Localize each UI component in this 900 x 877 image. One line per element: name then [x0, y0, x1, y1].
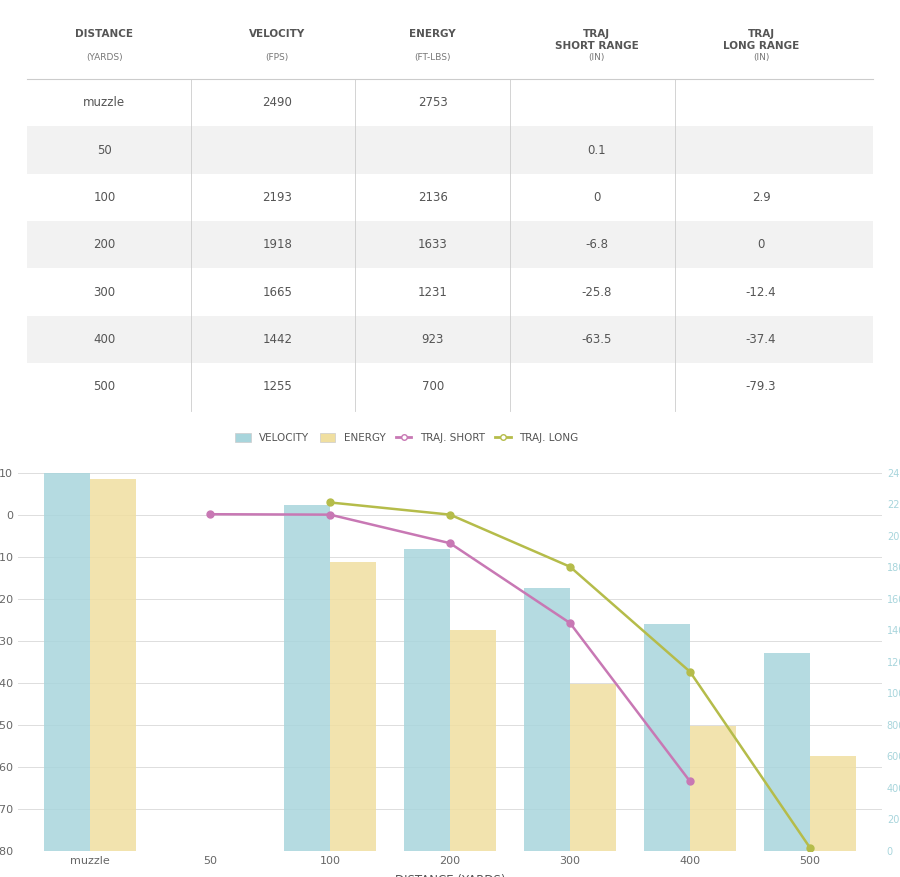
Text: 2753: 2753: [418, 96, 447, 110]
Text: 1231: 1231: [418, 286, 447, 299]
Text: 923: 923: [421, 333, 444, 346]
Text: -12.4: -12.4: [746, 286, 777, 299]
Text: -79.3: -79.3: [746, 381, 777, 394]
Text: 2136: 2136: [418, 191, 447, 204]
FancyBboxPatch shape: [27, 221, 873, 268]
Bar: [644, 624, 690, 851]
Text: 0.1: 0.1: [588, 144, 607, 157]
Text: (IN): (IN): [753, 53, 770, 62]
Text: (FPS): (FPS): [266, 53, 289, 62]
Text: 100: 100: [94, 191, 115, 204]
Text: TRAJ
LONG RANGE: TRAJ LONG RANGE: [723, 30, 799, 51]
Text: 0: 0: [593, 191, 600, 204]
Text: 1665: 1665: [262, 286, 292, 299]
Text: 2193: 2193: [262, 191, 292, 204]
Text: DISTANCE: DISTANCE: [76, 30, 133, 39]
Bar: [764, 653, 810, 851]
Text: 200: 200: [94, 239, 115, 252]
Text: 400: 400: [94, 333, 115, 346]
Bar: [810, 756, 856, 851]
Bar: [330, 562, 375, 851]
Text: 300: 300: [94, 286, 115, 299]
Text: (IN): (IN): [589, 53, 605, 62]
Text: 700: 700: [421, 381, 444, 394]
Text: (YARDS): (YARDS): [86, 53, 122, 62]
Bar: [690, 726, 735, 851]
Text: -25.8: -25.8: [581, 286, 612, 299]
Bar: [44, 459, 90, 851]
Text: 50: 50: [97, 144, 112, 157]
Text: muzzle: muzzle: [84, 96, 125, 110]
Bar: [284, 505, 330, 851]
Bar: [450, 631, 496, 851]
Legend: VELOCITY, ENERGY, TRAJ. SHORT, TRAJ. LONG: VELOCITY, ENERGY, TRAJ. SHORT, TRAJ. LON…: [231, 429, 582, 447]
Text: ENERGY: ENERGY: [410, 30, 456, 39]
X-axis label: DISTANCE (YARDS): DISTANCE (YARDS): [395, 873, 505, 877]
Text: 1918: 1918: [262, 239, 292, 252]
Text: 2490: 2490: [262, 96, 292, 110]
Text: 1255: 1255: [262, 381, 292, 394]
Text: 1442: 1442: [262, 333, 292, 346]
Text: -37.4: -37.4: [746, 333, 777, 346]
Text: 500: 500: [94, 381, 115, 394]
FancyBboxPatch shape: [27, 126, 873, 174]
FancyBboxPatch shape: [27, 316, 873, 363]
Bar: [404, 548, 450, 851]
Bar: [525, 588, 570, 851]
Text: TRAJ
SHORT RANGE: TRAJ SHORT RANGE: [555, 30, 639, 51]
Text: (FT-LBS): (FT-LBS): [415, 53, 451, 62]
Text: 1633: 1633: [418, 239, 447, 252]
Text: 2.9: 2.9: [752, 191, 770, 204]
Bar: [570, 684, 616, 851]
Text: -63.5: -63.5: [581, 333, 612, 346]
Text: -6.8: -6.8: [585, 239, 608, 252]
Text: 0: 0: [758, 239, 765, 252]
Text: VELOCITY: VELOCITY: [249, 30, 305, 39]
Bar: [90, 479, 136, 851]
